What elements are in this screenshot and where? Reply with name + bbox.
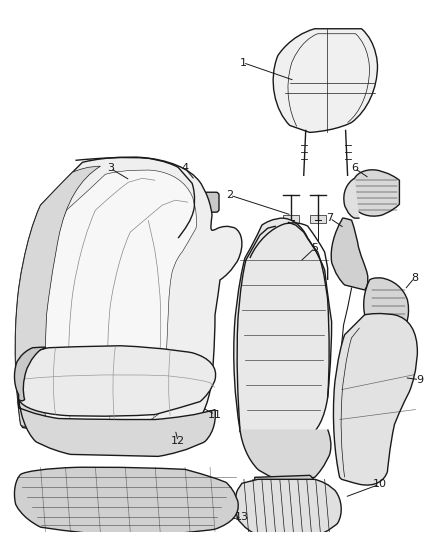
PathPatch shape (234, 218, 332, 440)
Text: 5: 5 (311, 243, 318, 253)
Text: 3: 3 (107, 163, 114, 173)
Bar (310, 215, 326, 223)
PathPatch shape (235, 479, 341, 533)
PathPatch shape (41, 170, 197, 427)
Text: 12: 12 (171, 437, 185, 447)
Text: 11: 11 (208, 409, 222, 419)
Text: 7: 7 (326, 213, 333, 223)
PathPatch shape (19, 400, 215, 456)
PathPatch shape (14, 347, 46, 401)
Circle shape (179, 471, 191, 483)
FancyBboxPatch shape (185, 192, 219, 212)
PathPatch shape (351, 170, 399, 216)
PathPatch shape (240, 430, 331, 481)
Text: 2: 2 (226, 190, 233, 200)
PathPatch shape (331, 218, 368, 290)
Circle shape (54, 473, 67, 486)
Text: 13: 13 (235, 512, 249, 522)
PathPatch shape (15, 166, 100, 429)
Text: 10: 10 (372, 479, 386, 489)
Circle shape (342, 240, 357, 256)
Text: 6: 6 (351, 163, 358, 173)
Text: 1: 1 (240, 58, 247, 68)
Circle shape (214, 483, 226, 495)
Bar (283, 215, 299, 223)
Circle shape (114, 470, 126, 481)
PathPatch shape (344, 178, 360, 218)
PathPatch shape (15, 157, 242, 434)
PathPatch shape (252, 475, 318, 532)
PathPatch shape (14, 467, 238, 533)
PathPatch shape (364, 278, 409, 335)
PathPatch shape (16, 346, 215, 416)
PathPatch shape (333, 313, 417, 485)
Text: 9: 9 (416, 375, 423, 385)
PathPatch shape (273, 29, 378, 132)
Text: 4: 4 (181, 163, 189, 173)
Text: 8: 8 (411, 273, 418, 283)
